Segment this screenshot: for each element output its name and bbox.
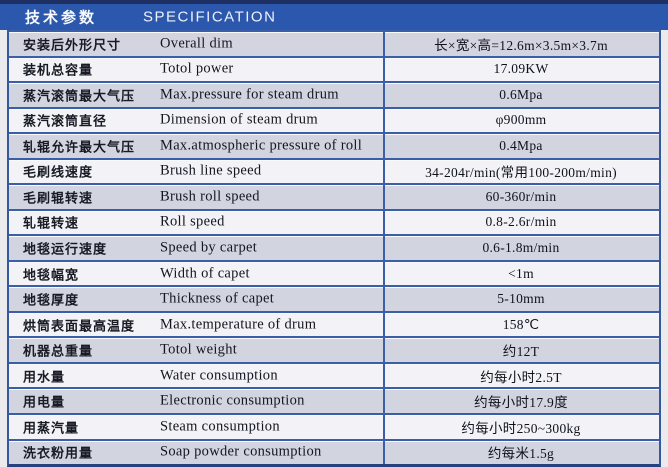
param-value: 34-204r/min(常用100-200m/min) xyxy=(425,165,617,181)
param-name-en: Water consumption xyxy=(160,367,278,384)
param-name-zh: 用蒸汽量 xyxy=(23,421,80,437)
param-value: 约每小时2.5T xyxy=(480,369,562,385)
param-name-zh: 毛刷辊转速 xyxy=(23,191,94,207)
table-row: 用电量 Electronic consumption 约每小时17.9度 xyxy=(9,387,659,413)
param-name-zh: 蒸汽滚筒直径 xyxy=(23,114,108,130)
column-divider xyxy=(383,338,385,362)
table-row: 烘筒表面最高温度 Max.temperature of drum 158℃ xyxy=(9,310,659,337)
param-name-en: Max.pressure for steam drum xyxy=(160,86,339,103)
column-divider xyxy=(383,261,385,286)
column-divider xyxy=(383,185,385,209)
column-divider xyxy=(383,312,385,337)
param-value: <1m xyxy=(508,265,534,281)
param-name-en: Width of capet xyxy=(160,265,250,282)
column-divider xyxy=(383,134,385,158)
top-border-strip xyxy=(0,0,668,4)
param-name-en: Speed by carpet xyxy=(160,239,258,256)
param-name-zh: 装机总容量 xyxy=(23,63,94,79)
param-value: 0.6Mpa xyxy=(499,86,543,102)
param-name-zh: 毛刷线速度 xyxy=(23,165,94,181)
table-row: 用水量 Water consumption 约每小时2.5T xyxy=(9,361,659,388)
column-divider xyxy=(383,32,385,56)
table-row: 装机总容量 Totol power 17.09KW xyxy=(9,55,659,82)
param-name-en: Soap powder consumption xyxy=(160,443,322,460)
column-divider xyxy=(383,389,385,413)
table-row: 轧辊允许最大气压 Max.atmospheric pressure of rol… xyxy=(9,132,659,158)
param-name-en: Electronic consumption xyxy=(160,392,305,409)
param-value: 0.4Mpa xyxy=(499,137,543,153)
param-name-en: Thickness of capet xyxy=(160,290,275,307)
column-divider xyxy=(383,363,385,388)
param-value: 约每小时17.9度 xyxy=(474,395,568,411)
header-title-en: SPECIFICATION xyxy=(143,8,277,26)
param-value: 约每米1.5g xyxy=(487,446,555,462)
param-name-zh: 安装后外形尺寸 xyxy=(23,38,122,54)
param-name-en: Max.temperature of drum xyxy=(160,316,317,333)
table-row: 洗衣粉用量 Soap powder consumption 约每米1.5g xyxy=(9,438,659,465)
column-divider xyxy=(383,57,385,82)
table-row: 机器总重量 Totol weight 约12T xyxy=(9,336,659,362)
param-value: 约每小时250~300kg xyxy=(461,420,581,436)
table-row: 用蒸汽量 Steam consumption 约每小时250~300kg xyxy=(9,412,659,439)
column-divider xyxy=(383,83,385,107)
column-divider xyxy=(383,210,385,235)
param-value: 60-360r/min xyxy=(485,188,557,204)
param-name-zh: 烘筒表面最高温度 xyxy=(23,319,136,335)
param-value: 5-10mm xyxy=(497,291,545,307)
param-name-en: Roll speed xyxy=(160,213,225,230)
column-divider xyxy=(383,159,385,184)
table-row: 轧辊转速 Roll speed 0.8-2.6r/min xyxy=(9,208,659,235)
table-row: 蒸汽滚筒最大气压 Max.pressure for steam drum 0.6… xyxy=(9,81,659,107)
param-name-zh: 蒸汽滚筒最大气压 xyxy=(23,89,136,105)
param-value: 158℃ xyxy=(502,316,540,332)
param-value: 17.09KW xyxy=(493,61,549,77)
param-name-zh: 地毯厚度 xyxy=(23,293,80,309)
table-header: 技术参数 SPECIFICATION xyxy=(0,4,668,30)
param-value: φ900mm xyxy=(495,112,547,128)
spec-table: 安装后外形尺寸 Overall dim 长×宽×高=12.6m×3.5m×3.7… xyxy=(7,30,661,467)
param-name-zh: 轧辊转速 xyxy=(23,216,80,232)
param-value: 约12T xyxy=(502,344,540,360)
param-name-en: Overall dim xyxy=(160,35,233,52)
table-row: 地毯幅宽 Width of capet <1m xyxy=(9,259,659,286)
param-name-en: Steam consumption xyxy=(160,418,280,435)
param-name-zh: 地毯运行速度 xyxy=(23,242,108,258)
param-name-en: Brush roll speed xyxy=(160,188,260,205)
table-row: 地毯厚度 Thickness of capet 5-10mm xyxy=(9,285,659,311)
table-row: 安装后外形尺寸 Overall dim 长×宽×高=12.6m×3.5m×3.7… xyxy=(9,30,659,56)
param-name-en: Brush line speed xyxy=(160,162,262,179)
table-row: 蒸汽滚筒直径 Dimension of steam drum φ900mm xyxy=(9,106,659,133)
column-divider xyxy=(383,440,385,465)
param-value: 0.6-1.8m/min xyxy=(482,240,560,256)
column-divider xyxy=(383,414,385,439)
param-name-zh: 机器总重量 xyxy=(23,344,94,360)
param-value: 长×宽×高=12.6m×3.5m×3.7m xyxy=(434,37,608,53)
header-title-zh: 技术参数 xyxy=(25,8,98,27)
table-row: 毛刷辊转速 Brush roll speed 60-360r/min xyxy=(9,183,659,209)
table-row: 毛刷线速度 Brush line speed 34-204r/min(常用100… xyxy=(9,157,659,184)
param-name-zh: 用水量 xyxy=(23,370,66,386)
param-name-zh: 轧辊允许最大气压 xyxy=(23,140,136,156)
param-value: 0.8-2.6r/min xyxy=(485,214,557,230)
column-divider xyxy=(383,236,385,260)
param-name-en: Max.atmospheric pressure of roll xyxy=(160,137,363,154)
param-name-zh: 洗衣粉用量 xyxy=(23,446,94,462)
param-name-en: Totol power xyxy=(160,60,234,77)
table-row: 地毯运行速度 Speed by carpet 0.6-1.8m/min xyxy=(9,234,659,260)
param-name-en: Dimension of steam drum xyxy=(160,111,318,128)
param-name-zh: 地毯幅宽 xyxy=(23,268,80,284)
column-divider xyxy=(383,287,385,311)
column-divider xyxy=(383,108,385,133)
param-name-en: Totol weight xyxy=(160,341,238,358)
param-name-zh: 用电量 xyxy=(23,395,66,411)
